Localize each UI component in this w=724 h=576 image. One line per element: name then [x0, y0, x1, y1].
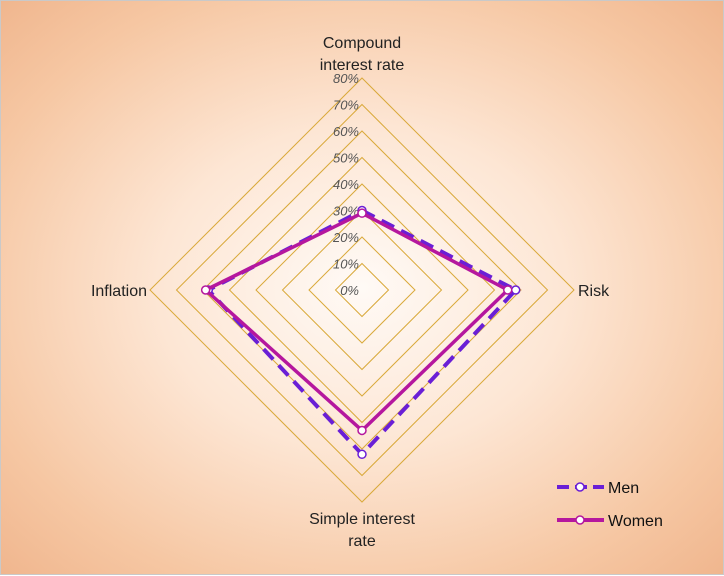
data-point-women: [357, 208, 367, 218]
grid-ring: [308, 236, 416, 344]
legend-item-women: Women: [557, 513, 663, 530]
data-point-women: [357, 425, 367, 436]
category-labels: Compound interest rate Risk Simple interest…: [91, 35, 610, 550]
tick-label: 50%: [333, 151, 359, 166]
category-label: Simple interest rate: [309, 511, 415, 550]
data-point-women: [503, 285, 513, 295]
tick-label: 20%: [332, 230, 359, 245]
grid-ring: [228, 156, 496, 424]
grid-ring: [175, 103, 549, 477]
legend-marker: [575, 515, 585, 525]
tick-labels: 0% 10% 20% 30% 40% 50% 60% 70% 80%: [332, 71, 359, 298]
data-point-men: [357, 449, 367, 460]
grid-ring: [255, 183, 469, 397]
tick-label: 10%: [333, 257, 359, 272]
grid-ring: [334, 262, 390, 318]
legend-label: Women: [608, 513, 663, 530]
legend-label: Men: [608, 480, 639, 497]
tick-label: 80%: [333, 71, 359, 86]
category-label: Risk: [578, 283, 610, 300]
tick-label: 0%: [340, 283, 359, 298]
tick-label: 70%: [333, 98, 359, 113]
grid: [149, 77, 575, 503]
data-point-men: [510, 285, 521, 295]
series-lines: [200, 205, 521, 460]
legend: Men Women: [557, 480, 663, 530]
tick-label: 40%: [333, 177, 359, 192]
legend-marker: [575, 482, 585, 492]
grid-ring: [149, 77, 575, 503]
grid-ring: [202, 130, 522, 450]
legend-item-men: Men: [557, 480, 639, 497]
grid-ring: [281, 209, 443, 371]
tick-label: 30%: [333, 204, 359, 219]
category-label: Compound interest rate: [320, 35, 405, 74]
category-label: Inflation: [91, 283, 147, 300]
tick-label: 60%: [333, 124, 359, 139]
data-point-women: [200, 285, 211, 295]
